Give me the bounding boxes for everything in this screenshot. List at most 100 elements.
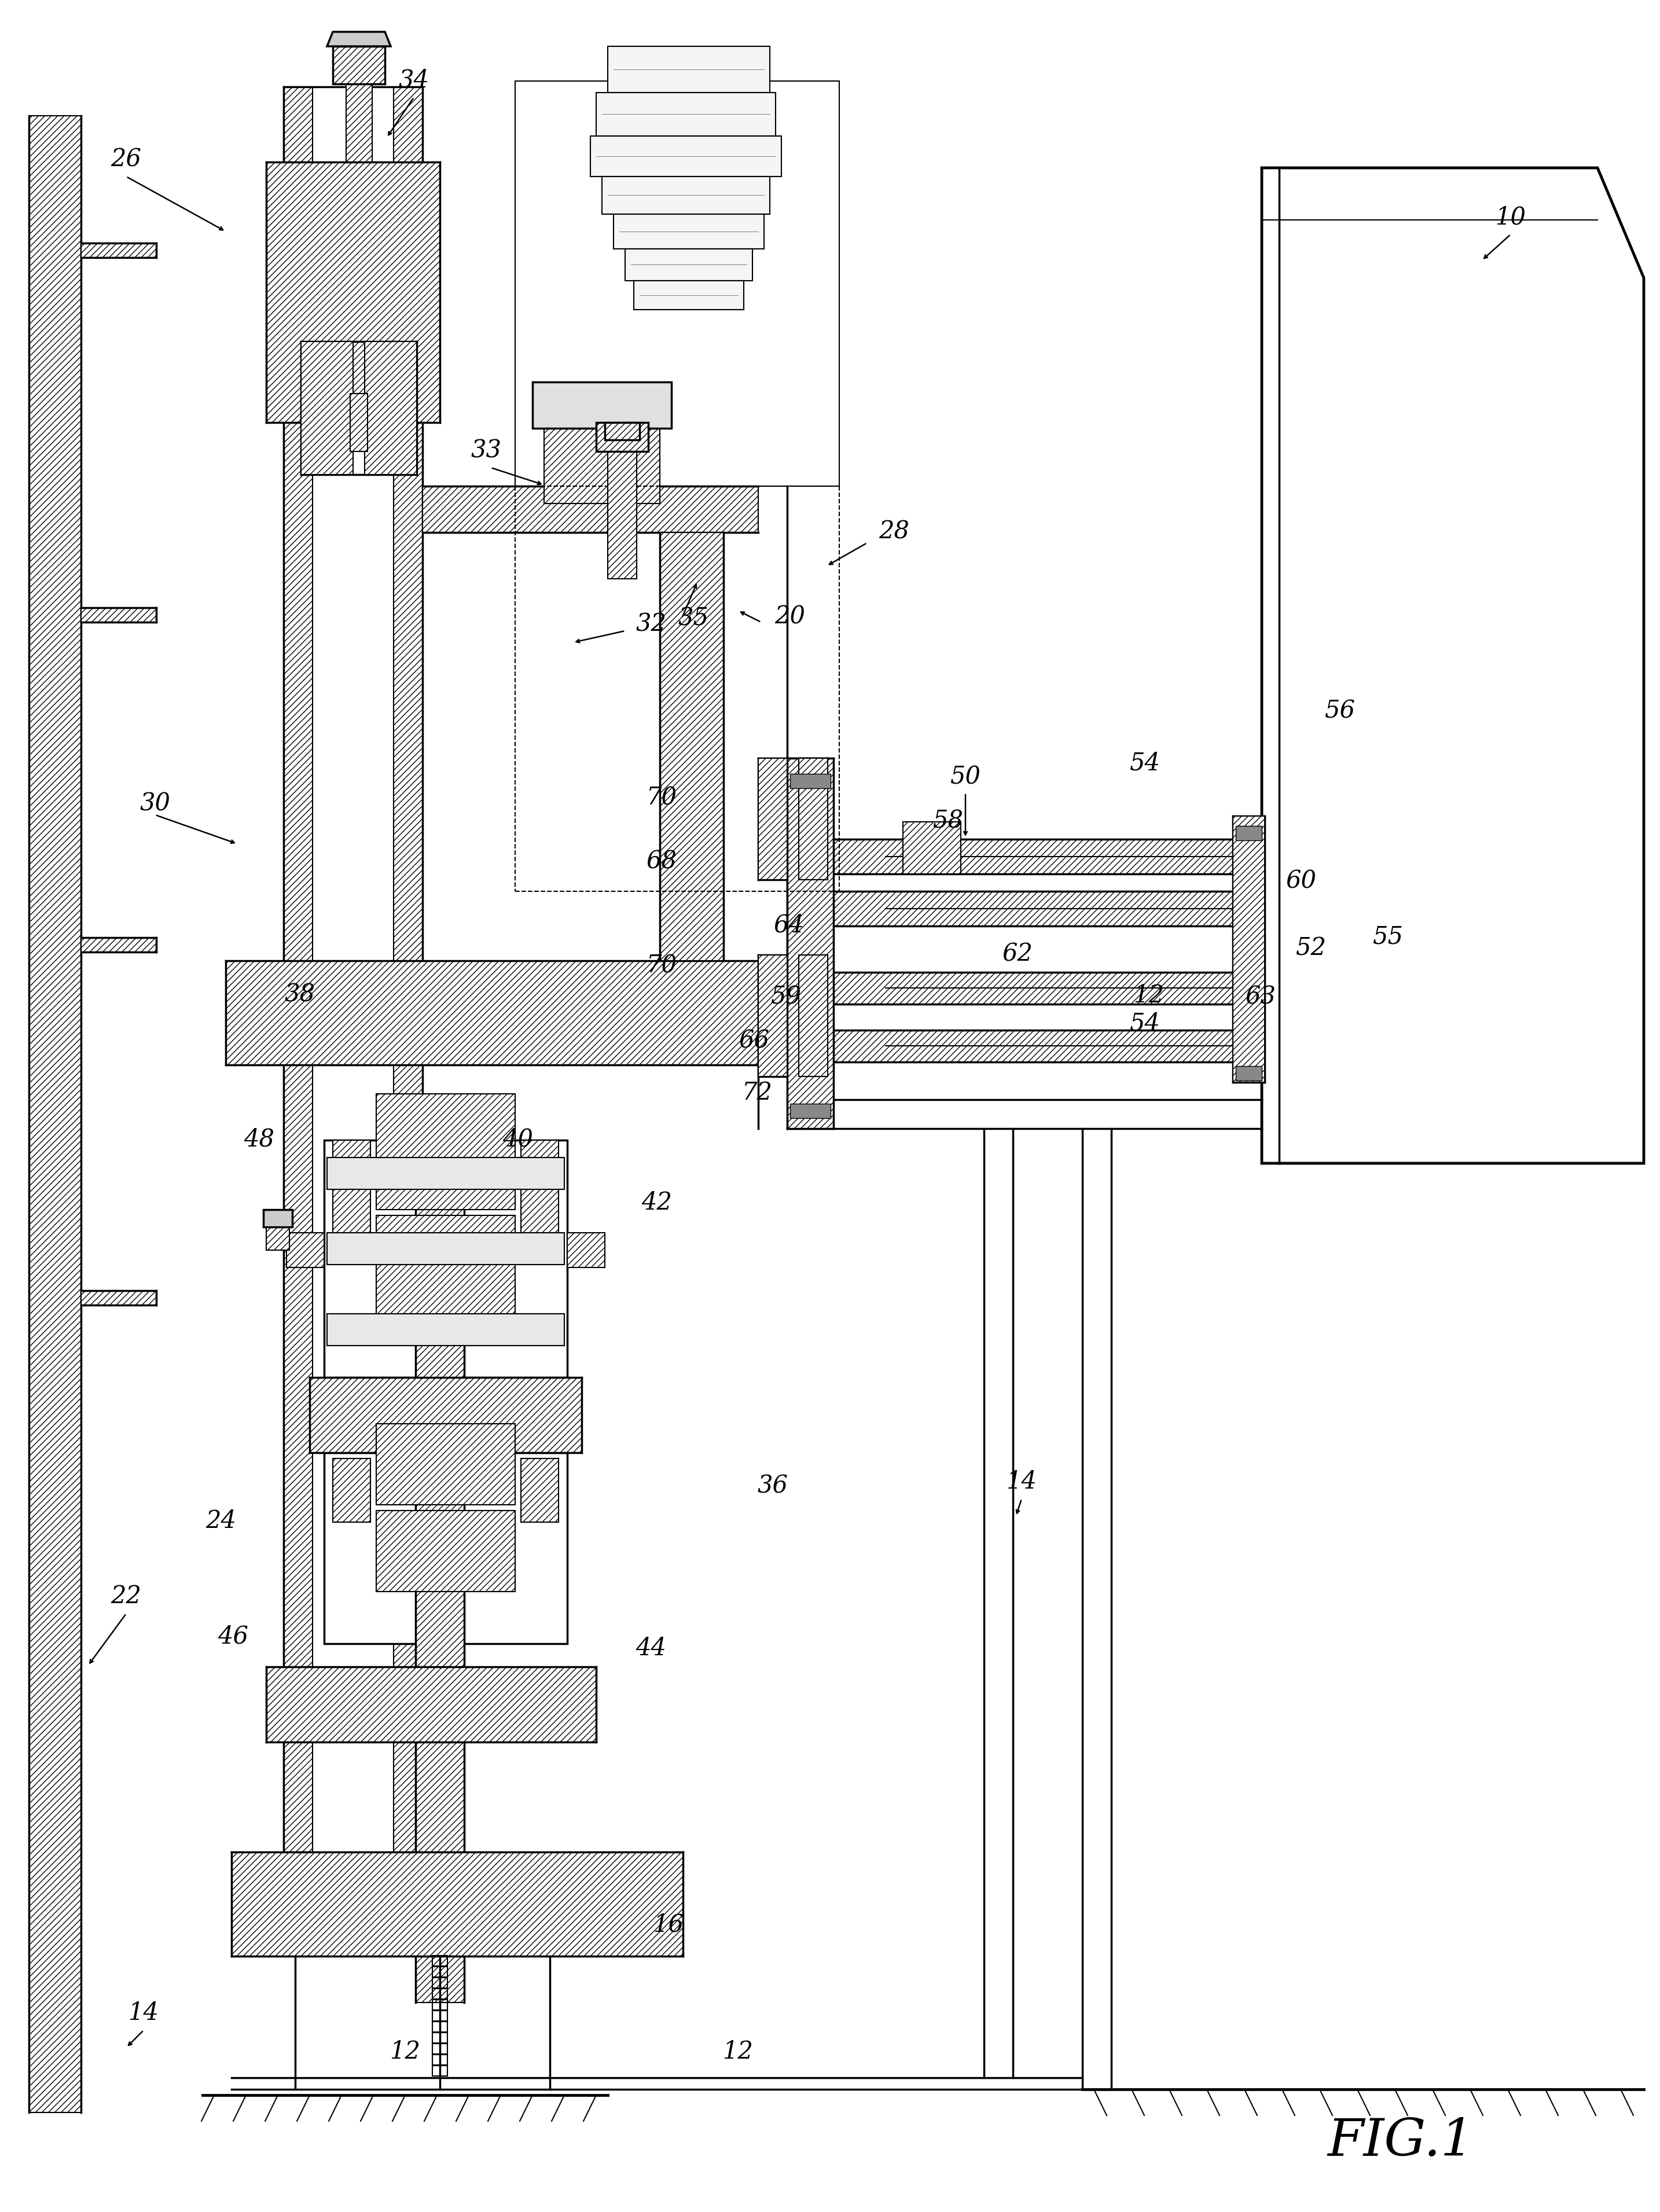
Text: 24: 24	[206, 1509, 236, 1533]
Text: 59: 59	[770, 984, 802, 1009]
Text: 62: 62	[1003, 942, 1033, 967]
Bar	[798, 956, 828, 1077]
Bar	[544, 387, 659, 504]
Bar	[432, 2022, 448, 2033]
Bar	[327, 1314, 564, 1345]
Bar	[81, 243, 156, 257]
Bar	[790, 1104, 830, 1117]
Bar	[393, 86, 423, 1851]
Text: 72: 72	[742, 1079, 772, 1104]
Bar	[515, 82, 840, 487]
Bar	[432, 2011, 448, 2022]
Bar	[759, 956, 787, 1077]
Text: 54: 54	[1129, 1011, 1160, 1035]
Bar	[287, 1232, 324, 1267]
Bar	[828, 891, 1262, 927]
Text: 56: 56	[1325, 699, 1355, 723]
Text: 70: 70	[646, 785, 677, 810]
Polygon shape	[327, 31, 390, 46]
Bar	[596, 93, 775, 135]
Bar	[533, 383, 671, 429]
Bar	[415, 1181, 465, 2002]
Bar	[327, 1157, 564, 1190]
Bar	[608, 434, 637, 580]
Bar	[81, 608, 156, 622]
Bar	[310, 1378, 581, 1453]
Bar	[226, 960, 793, 1064]
Text: 12: 12	[390, 2039, 420, 2064]
Text: 33: 33	[471, 438, 501, 462]
Bar	[596, 422, 649, 451]
Bar	[1235, 825, 1262, 841]
Bar	[798, 759, 828, 880]
Bar	[284, 86, 312, 1851]
Text: 55: 55	[1373, 925, 1403, 949]
Bar	[377, 1095, 515, 1210]
Text: FIG.1: FIG.1	[1328, 2117, 1474, 2166]
Text: 52: 52	[1296, 936, 1326, 960]
Bar	[347, 46, 372, 232]
Bar	[1235, 1066, 1262, 1079]
Bar	[324, 1453, 568, 1644]
Bar	[231, 1851, 682, 1955]
Bar	[828, 973, 1262, 1004]
Bar	[432, 2033, 448, 2044]
Bar	[28, 115, 81, 2112]
Bar	[432, 1989, 448, 2000]
Bar	[365, 341, 417, 476]
Text: 63: 63	[1245, 984, 1277, 1009]
Text: 14: 14	[1006, 1469, 1038, 1493]
Text: 64: 64	[774, 914, 803, 938]
Bar	[332, 1458, 370, 1522]
Bar	[432, 2044, 448, 2055]
Bar	[432, 2066, 448, 2077]
Text: 48: 48	[244, 1126, 274, 1150]
Bar	[521, 1458, 558, 1522]
Bar	[787, 759, 833, 1128]
Bar	[423, 487, 759, 533]
Bar	[603, 177, 770, 215]
Bar	[332, 1139, 370, 1232]
Bar	[264, 1210, 292, 1228]
Text: 14: 14	[128, 2002, 159, 2024]
Text: 70: 70	[646, 953, 677, 978]
Text: 12: 12	[722, 2039, 754, 2064]
Text: 32: 32	[636, 613, 666, 637]
Bar	[903, 823, 961, 874]
Bar	[332, 46, 385, 84]
Bar	[432, 2000, 448, 2011]
Bar	[614, 215, 764, 250]
Bar	[1233, 816, 1265, 1082]
Bar	[377, 1214, 515, 1332]
Text: 42: 42	[642, 1190, 672, 1214]
Text: 60: 60	[1287, 869, 1316, 894]
Bar	[81, 938, 156, 951]
Text: 36: 36	[757, 1473, 788, 1498]
Bar	[81, 1290, 156, 1305]
Bar	[432, 1955, 448, 1966]
Text: 66: 66	[739, 1029, 770, 1053]
Text: 10: 10	[1496, 206, 1526, 230]
Text: 44: 44	[636, 1637, 666, 1661]
Bar	[266, 1223, 289, 1250]
Bar	[521, 1139, 558, 1232]
Bar	[568, 1232, 604, 1267]
Bar	[828, 1031, 1262, 1062]
Text: 30: 30	[139, 792, 171, 816]
Text: 68: 68	[646, 849, 677, 874]
Text: 20: 20	[775, 604, 805, 628]
Bar	[591, 135, 782, 177]
Bar	[350, 394, 367, 451]
Bar	[604, 422, 639, 440]
Bar	[659, 533, 724, 960]
Text: 26: 26	[111, 146, 141, 170]
Text: 58: 58	[933, 810, 963, 834]
Bar	[432, 1978, 448, 1989]
Text: 54: 54	[1129, 750, 1160, 774]
Bar	[626, 250, 752, 281]
Text: 12: 12	[1134, 984, 1164, 1009]
Text: 28: 28	[878, 520, 910, 544]
Bar	[324, 1139, 568, 1378]
Text: 22: 22	[111, 1584, 141, 1608]
Text: 16: 16	[652, 1911, 684, 1936]
